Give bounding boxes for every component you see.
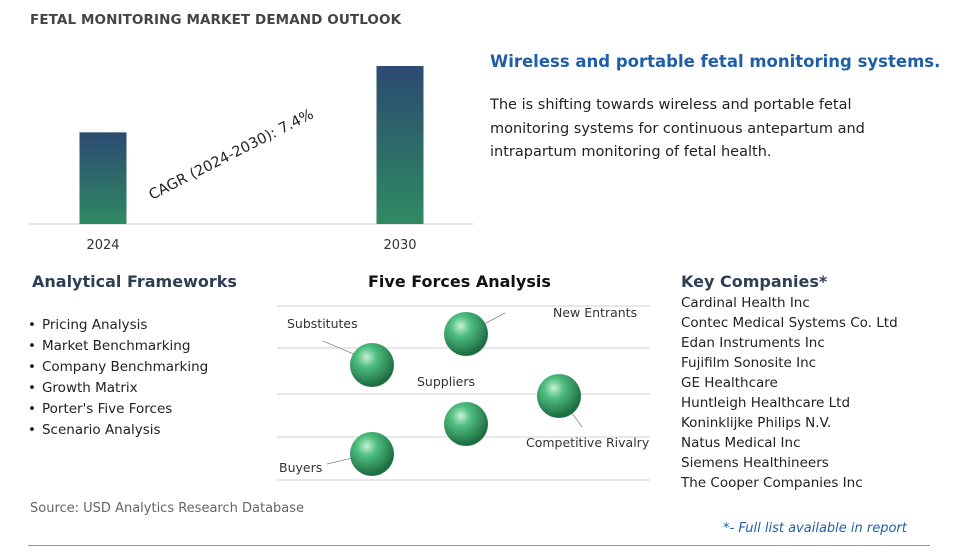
list-item: GE Healthcare	[681, 375, 778, 391]
cagr-annotation: CAGR (2024-2030): 7.4%	[147, 107, 317, 204]
list-item: Pricing Analysis	[28, 315, 208, 336]
x-tick-label: 2030	[383, 238, 416, 253]
list-item: Siemens Healthineers	[681, 455, 829, 471]
bottom-divider	[28, 545, 930, 546]
new-entrants-sphere	[444, 312, 488, 356]
headline: Wireless and portable fetal monitoring s…	[490, 52, 941, 71]
competitive-rivalry-sphere	[537, 374, 581, 418]
list-item: Natus Medical Inc	[681, 435, 801, 451]
list-item: Growth Matrix	[28, 378, 208, 399]
list-item: Edan Instruments Inc	[681, 335, 825, 351]
bar-chart: 2024 2030 CAGR (2024-2030): 7.4%	[28, 66, 473, 253]
frameworks-list: Pricing Analysis Market Benchmarking Com…	[28, 315, 208, 441]
page-title: FETAL MONITORING MARKET DEMAND OUTLOOK	[30, 12, 402, 28]
x-tick-label: 2024	[86, 238, 119, 253]
list-item: Fujifilm Sonosite Inc	[681, 355, 817, 371]
competitive-rivalry-label: Competitive Rivalry	[526, 435, 650, 450]
description: The is shifting towards wireless and por…	[490, 97, 865, 160]
list-item: Market Benchmarking	[28, 336, 208, 357]
bar-2024	[79, 132, 127, 224]
substitutes-label: Substitutes	[287, 316, 358, 331]
source-note: Source: USD Analytics Research Database	[30, 501, 305, 516]
list-item: Scenario Analysis	[28, 420, 208, 441]
list-item: Huntleigh Healthcare Ltd	[681, 395, 851, 411]
substitutes-sphere	[350, 343, 394, 387]
footnote: *- Full list available in report	[723, 521, 907, 536]
five-forces-title: Five Forces Analysis	[368, 272, 551, 291]
bar-2030	[376, 66, 424, 224]
companies-list: Cardinal Health Inc Contec Medical Syste…	[681, 293, 898, 493]
list-item: Company Benchmarking	[28, 357, 208, 378]
buyers-label: Buyers	[279, 460, 322, 475]
companies-title: Key Companies*	[681, 272, 828, 291]
frameworks-title: Analytical Frameworks	[32, 272, 237, 291]
five-forces-diagram: Substitutes New Entrants Suppliers Compe…	[277, 305, 650, 481]
list-item: Contec Medical Systems Co. Ltd	[681, 315, 898, 331]
list-item: Porter's Five Forces	[28, 399, 208, 420]
buyers-sphere	[350, 432, 394, 476]
list-item: The Cooper Companies Inc	[681, 475, 863, 491]
new-entrants-label: New Entrants	[553, 305, 637, 320]
suppliers-label: Suppliers	[417, 374, 475, 389]
list-item: Koninklijke Philips N.V.	[681, 415, 832, 431]
list-item: Cardinal Health Inc	[681, 295, 810, 311]
suppliers-sphere	[444, 402, 488, 446]
